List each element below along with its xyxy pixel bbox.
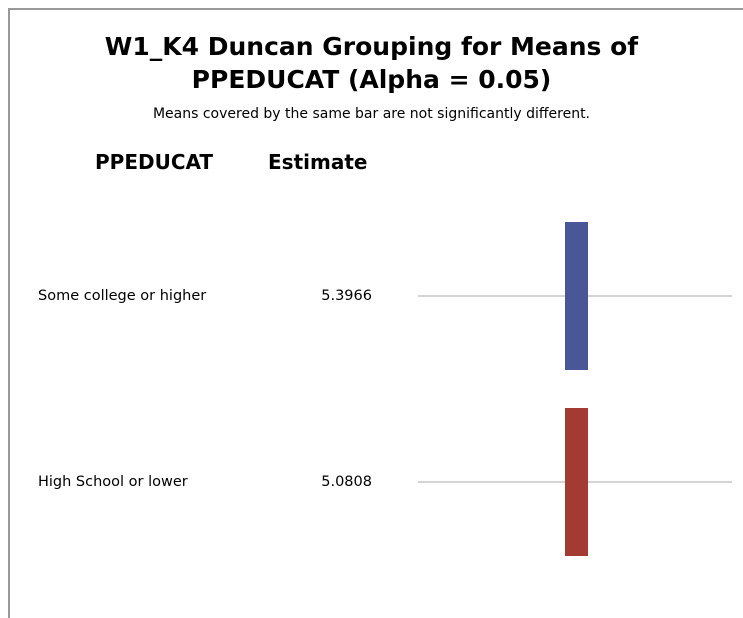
chart-subtitle: Means covered by the same bar are not si… <box>152 106 591 122</box>
category-label: High School or lower <box>38 474 188 490</box>
estimate-label: 5.3966 <box>321 288 372 304</box>
column-header: Estimate <box>268 150 368 174</box>
group-bar <box>565 408 588 556</box>
frame <box>8 8 743 618</box>
group-bar <box>565 222 588 370</box>
chart-title: W1_K4 Duncan Grouping for Means of PPEDU… <box>104 32 639 94</box>
category-label: Some college or higher <box>38 288 206 304</box>
estimate-label: 5.0808 <box>321 474 372 490</box>
column-header: PPEDUCAT <box>95 150 214 174</box>
